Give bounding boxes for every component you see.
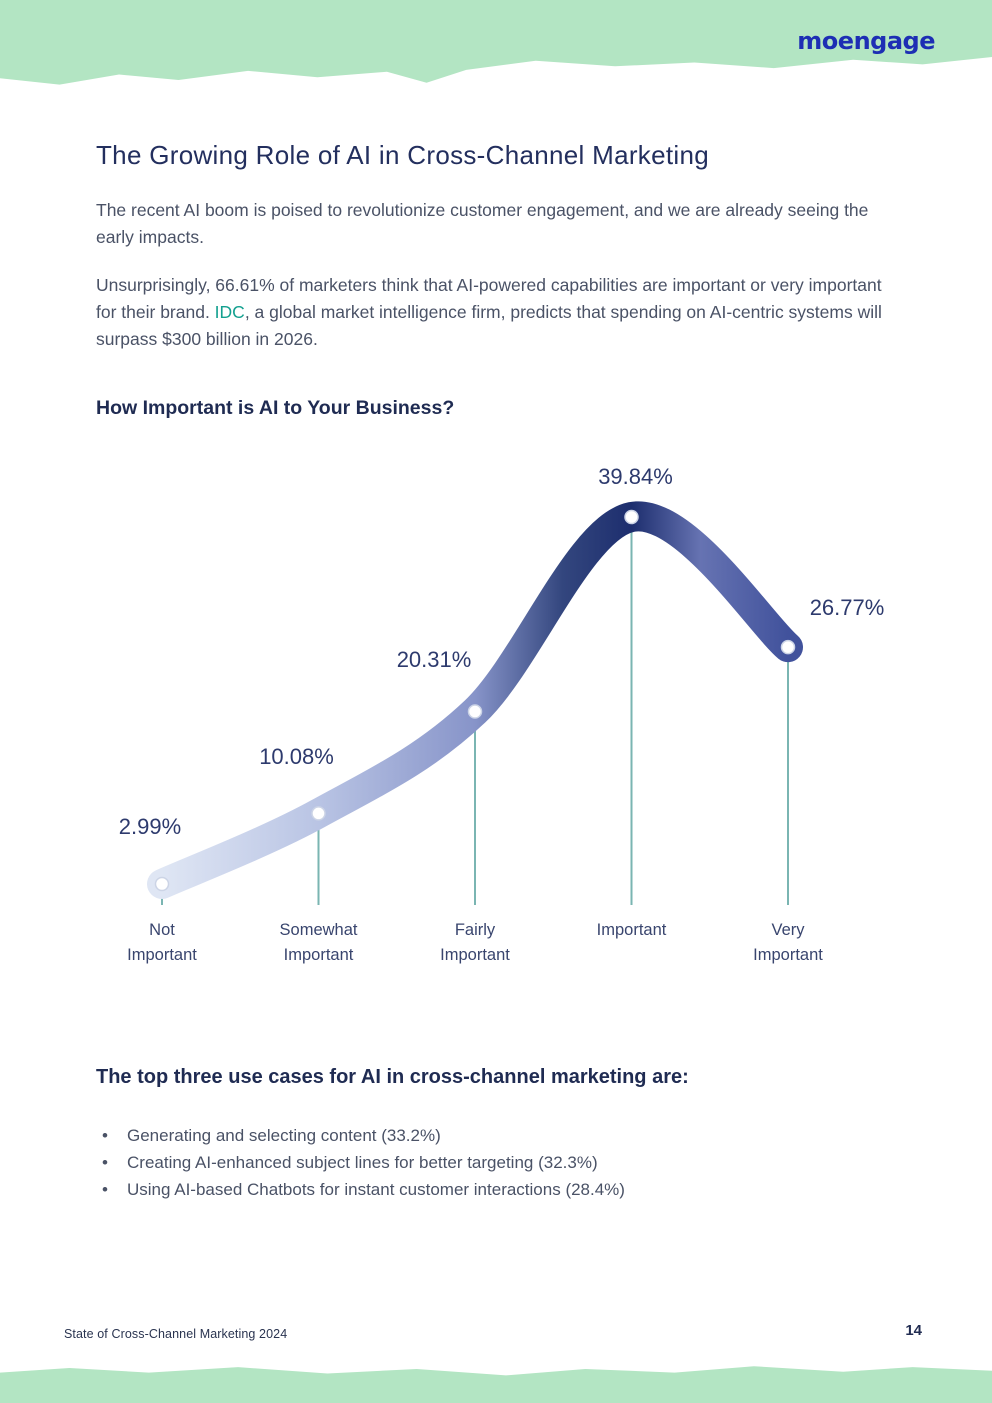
stats-text-after-link: , a global market intelligence firm, pre… (96, 302, 882, 350)
bottom-green-band (0, 1366, 992, 1403)
category-label: Fairly Important (440, 921, 510, 964)
value-label: 39.84% (598, 464, 673, 489)
chart-heading: How Important is AI to Your Business? (96, 397, 455, 419)
use-case-item: Using AI-based Chatbots for instant cust… (96, 1176, 896, 1203)
stats-paragraph: Unsurprisingly, 66.61% of marketers thin… (96, 272, 896, 353)
use-case-item: Creating AI-enhanced subject lines for b… (96, 1149, 896, 1176)
use-cases-list: Generating and selecting content (33.2%)… (96, 1122, 896, 1203)
data-point-marker (467, 704, 483, 719)
category-label: Somewhat Important (279, 921, 358, 964)
value-label: 26.77% (809, 595, 885, 621)
page-number: 14 (905, 1322, 922, 1339)
value-label: 10.08% (259, 744, 334, 770)
page-title: The Growing Role of AI in Cross-Channel … (96, 140, 709, 170)
stats-text-before-link: Unsurprisingly, 66.61% of marketers thin… (96, 275, 882, 323)
data-point-marker (624, 509, 639, 525)
data-point-marker (311, 806, 326, 821)
use-cases-heading: The top three use cases for AI in cross-… (96, 1066, 689, 1088)
importance-chart: 2.99% 10.08% 20.31% 39.84% 26.77% Not Importa… (96, 450, 896, 970)
category-label: Important (596, 921, 667, 939)
idc-link[interactable]: IDC (214, 302, 245, 323)
footer-report-name: State of Cross-Channel Marketing 2024 (64, 1327, 288, 1341)
category-label: Not Important (127, 921, 197, 964)
value-label: 2.99% (118, 814, 182, 839)
use-case-item: Generating and selecting content (33.2%) (96, 1122, 896, 1149)
data-point-marker (154, 876, 170, 892)
intro-paragraph: The recent AI boom is poised to revoluti… (96, 200, 869, 248)
moengage-logo: moengage (797, 27, 935, 55)
category-label: Very Important (753, 921, 823, 964)
trend-ribbon (147, 501, 803, 899)
importance-curve-svg (147, 501, 803, 905)
data-point-marker (780, 639, 796, 655)
value-label: 20.31% (396, 646, 472, 672)
